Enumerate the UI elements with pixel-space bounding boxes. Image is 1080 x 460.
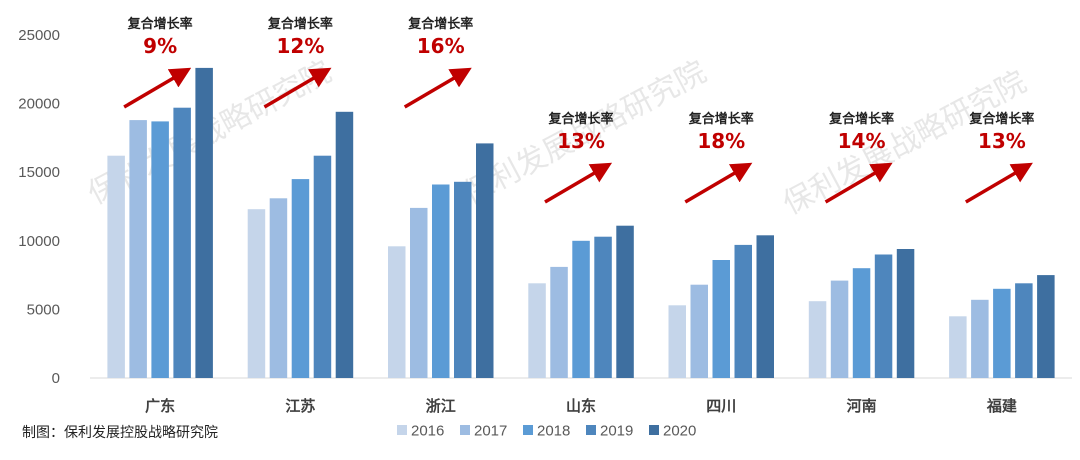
bar-2017-2 <box>410 207 428 378</box>
bar-2018-0 <box>151 121 169 379</box>
cagr-label: 复合增长率 <box>127 16 193 32</box>
legend-label: 2017 <box>474 423 507 440</box>
bar-2018-4 <box>712 260 730 378</box>
bar-2019-5 <box>874 254 893 378</box>
bar-2016-1 <box>247 209 266 378</box>
bar-2019-4 <box>734 244 752 378</box>
legend-label: 2020 <box>663 423 696 440</box>
legend-swatch <box>460 425 470 435</box>
legend-label: 2018 <box>537 423 570 440</box>
bar-2020-2 <box>476 143 494 378</box>
cagr-value: 18% <box>697 129 745 153</box>
category-label: 福建 <box>986 397 1018 415</box>
cagr-value: 9% <box>143 34 177 58</box>
legend-label: 2016 <box>411 423 444 440</box>
legend-label: 2019 <box>600 423 633 440</box>
cagr-label: 复合增长率 <box>267 16 333 32</box>
legend-swatch <box>523 425 533 435</box>
category-label: 河南 <box>847 397 877 415</box>
legend-swatch <box>397 425 407 435</box>
cagr-label: 复合增长率 <box>688 111 754 127</box>
legend-swatch <box>586 425 596 435</box>
bar-2018-1 <box>291 179 310 378</box>
y-tick-label: 10000 <box>18 233 60 250</box>
bar-2016-2 <box>388 246 406 378</box>
y-tick-label: 15000 <box>18 164 60 181</box>
growth-arrow-icon <box>964 162 1033 204</box>
bar-2020-3 <box>616 225 634 378</box>
bar-2020-6 <box>1037 275 1055 378</box>
bar-2017-1 <box>269 198 288 378</box>
cagr-value: 13% <box>557 129 605 153</box>
cagr-value: 12% <box>276 34 324 58</box>
y-tick-label: 20000 <box>18 96 60 113</box>
growth-arrow-icon <box>824 162 893 204</box>
cagr-label: 复合增长率 <box>828 111 894 127</box>
bar-2020-5 <box>896 249 915 378</box>
cagr-label: 复合增长率 <box>968 111 1034 127</box>
bar-2017-4 <box>690 284 708 378</box>
bar-2016-6 <box>949 316 967 378</box>
category-label: 广东 <box>145 397 175 415</box>
bar-2020-4 <box>756 235 774 378</box>
bar-2016-0 <box>107 155 125 378</box>
category-label: 浙江 <box>426 397 456 415</box>
y-tick-label: 0 <box>52 370 60 387</box>
bar-2016-5 <box>808 301 827 378</box>
growth-arrow-icon <box>403 67 472 109</box>
cagr-value: 14% <box>838 129 886 153</box>
bar-2018-5 <box>852 268 871 378</box>
cagr-value: 13% <box>978 129 1026 153</box>
bar-2020-0 <box>195 67 213 379</box>
bar-2017-3 <box>550 266 568 378</box>
cagr-label: 复合增长率 <box>547 111 613 127</box>
bar-2018-6 <box>993 288 1011 378</box>
y-tick-label: 5000 <box>27 301 60 318</box>
bar-2019-0 <box>173 107 191 378</box>
category-label: 江苏 <box>285 397 315 415</box>
bar-2016-4 <box>668 305 686 378</box>
category-label: 山东 <box>566 397 596 415</box>
growth-arrow-icon <box>123 67 192 109</box>
bar-2019-6 <box>1015 283 1033 378</box>
growth-arrow-icon <box>544 162 613 204</box>
bar-2019-2 <box>454 181 472 378</box>
credit-text: 制图：保利发展控股战略研究院 <box>22 425 218 441</box>
bar-2018-2 <box>432 184 450 378</box>
bar-2019-1 <box>313 155 332 378</box>
bar-2016-3 <box>528 283 546 378</box>
bar-2017-0 <box>129 120 147 378</box>
cagr-value: 16% <box>417 34 465 58</box>
growth-arrow-icon <box>684 162 753 204</box>
cagr-label: 复合增长率 <box>407 16 473 32</box>
bar-2018-3 <box>572 240 590 378</box>
bar-2020-1 <box>335 111 354 379</box>
category-label: 四川 <box>706 397 736 415</box>
growth-arrow-icon <box>263 67 332 109</box>
bar-2017-6 <box>971 299 989 378</box>
bar-2019-3 <box>594 236 612 378</box>
bar-2017-5 <box>830 280 849 378</box>
legend-swatch <box>649 425 659 435</box>
y-tick-label: 25000 <box>18 27 60 44</box>
